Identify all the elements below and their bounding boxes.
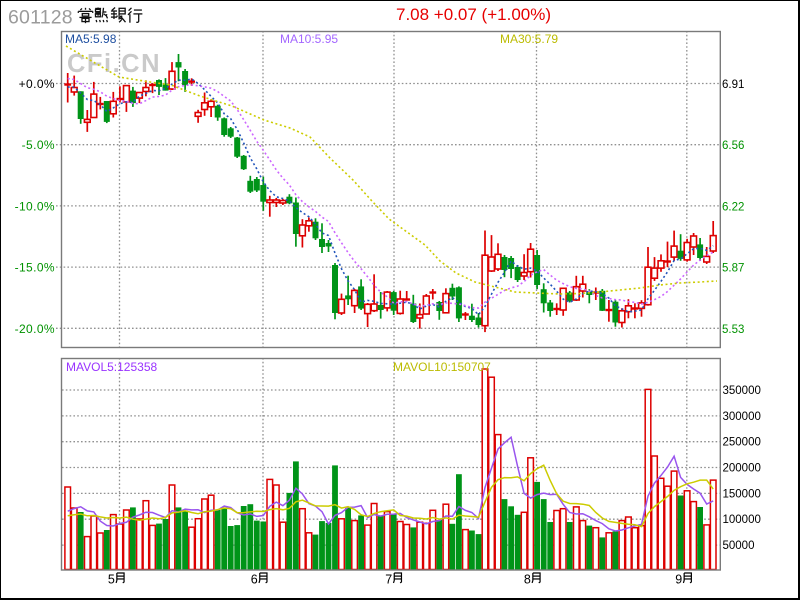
svg-text:-15.0%: -15.0%: [15, 261, 55, 275]
svg-text:6: 6: [251, 573, 258, 587]
svg-text:5.87: 5.87: [722, 263, 744, 275]
svg-text:7.08 +0.07 (+1.00%): 7.08 +0.07 (+1.00%): [396, 5, 551, 24]
svg-text:-10.0%: -10.0%: [15, 199, 55, 213]
svg-text:250000: 250000: [723, 437, 761, 449]
svg-text:MA30:5.79: MA30:5.79: [500, 32, 558, 46]
svg-text:100000: 100000: [723, 514, 761, 526]
svg-text:MAVOL10:150707: MAVOL10:150707: [393, 360, 491, 374]
svg-text:-20.0%: -20.0%: [15, 322, 55, 336]
svg-text:6.91: 6.91: [722, 79, 744, 91]
svg-text:50000: 50000: [723, 540, 755, 552]
svg-text:6.56: 6.56: [722, 140, 744, 152]
svg-text:MAVOL5:125358: MAVOL5:125358: [66, 360, 157, 374]
svg-text:300000: 300000: [723, 411, 761, 423]
svg-text:MA5:5.98: MA5:5.98: [65, 32, 117, 46]
svg-text:MA10:5.95: MA10:5.95: [280, 32, 338, 46]
svg-text:350000: 350000: [723, 385, 761, 397]
svg-text:6.22: 6.22: [722, 201, 744, 213]
svg-text:8: 8: [524, 573, 531, 587]
svg-text:150000: 150000: [723, 488, 761, 500]
svg-text:601128: 601128: [8, 7, 73, 29]
svg-text:9: 9: [675, 573, 682, 587]
svg-text:-5.0%: -5.0%: [22, 138, 55, 152]
svg-text:5.53: 5.53: [722, 324, 744, 336]
svg-text:5: 5: [108, 573, 115, 587]
svg-text:200000: 200000: [723, 463, 761, 475]
svg-text:+0.0%: +0.0%: [19, 77, 55, 91]
svg-text:7: 7: [385, 573, 392, 587]
